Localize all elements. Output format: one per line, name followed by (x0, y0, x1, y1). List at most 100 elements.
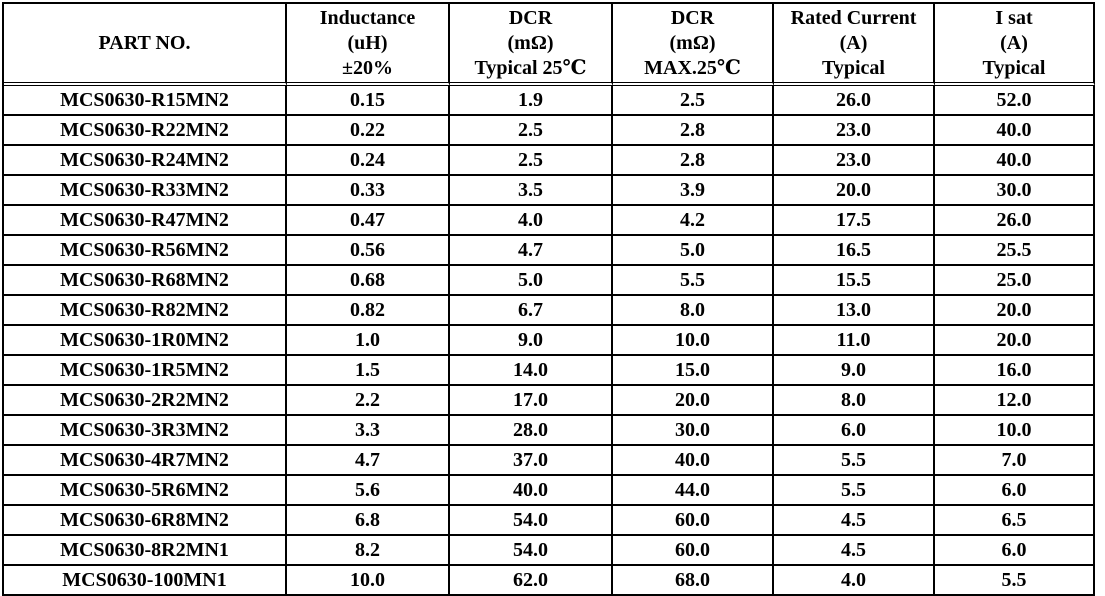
cell-part-no: MCS0630-R47MN2 (4, 206, 287, 236)
cell-dcr-typical: 6.7 (450, 296, 613, 326)
header-line: DCR (508, 6, 553, 29)
cell-rated-current: 15.5 (774, 266, 935, 296)
cell-dcr-max: 8.0 (613, 296, 774, 326)
cell-isat: 40.0 (935, 146, 1095, 176)
cell-isat: 25.5 (935, 236, 1095, 266)
cell-dcr-max: 5.5 (613, 266, 774, 296)
header-line: Inductance (319, 6, 416, 29)
cell-dcr-max: 20.0 (613, 386, 774, 416)
cell-rated-current: 5.5 (774, 446, 935, 476)
cell-dcr-max: 2.8 (613, 146, 774, 176)
cell-dcr-max: 2.5 (613, 86, 774, 116)
header-part-no: PART NO. (4, 4, 287, 86)
cell-dcr-typical: 9.0 (450, 326, 613, 356)
cell-dcr-typical: 62.0 (450, 566, 613, 596)
cell-inductance: 0.47 (287, 206, 450, 236)
cell-inductance: 0.82 (287, 296, 450, 326)
header-line: Typical (822, 56, 885, 79)
cell-rated-current: 4.0 (774, 566, 935, 596)
header-line: Typical (982, 56, 1046, 79)
header-line: Typical 25℃ (474, 56, 587, 79)
table-header: PART NO. Inductance (uH) ±20% DCR (mΩ) T… (4, 4, 1095, 86)
table-row: MCS0630-R33MN2 0.33 3.5 3.9 20.0 30.0 (4, 176, 1095, 206)
cell-part-no: MCS0630-3R3MN2 (4, 416, 287, 446)
cell-isat: 6.0 (935, 536, 1095, 566)
cell-part-no: MCS0630-R15MN2 (4, 86, 287, 116)
cell-rated-current: 5.5 (774, 476, 935, 506)
table-body: MCS0630-R15MN2 0.15 1.9 2.5 26.0 52.0 MCS0630-… (4, 86, 1095, 596)
table-row: MCS0630-6R8MN2 6.8 54.0 60.0 4.5 6.5 (4, 506, 1095, 536)
header-line: (mΩ) (669, 31, 716, 54)
cell-dcr-typical: 37.0 (450, 446, 613, 476)
cell-inductance: 1.5 (287, 356, 450, 386)
header-line: MAX.25℃ (644, 56, 741, 79)
header-line: (mΩ) (507, 31, 554, 54)
cell-part-no: MCS0630-1R0MN2 (4, 326, 287, 356)
table-row: MCS0630-R15MN2 0.15 1.9 2.5 26.0 52.0 (4, 86, 1095, 116)
cell-dcr-typical: 2.5 (450, 116, 613, 146)
cell-part-no: MCS0630-1R5MN2 (4, 356, 287, 386)
cell-inductance: 10.0 (287, 566, 450, 596)
cell-isat: 6.0 (935, 476, 1095, 506)
cell-inductance: 1.0 (287, 326, 450, 356)
cell-dcr-typical: 5.0 (450, 266, 613, 296)
cell-part-no: MCS0630-2R2MN2 (4, 386, 287, 416)
header-rated-current: Rated Current (A) Typical (774, 4, 935, 86)
cell-inductance: 3.3 (287, 416, 450, 446)
cell-part-no: MCS0630-100MN1 (4, 566, 287, 596)
cell-isat: 26.0 (935, 206, 1095, 236)
cell-dcr-max: 30.0 (613, 416, 774, 446)
cell-inductance: 0.33 (287, 176, 450, 206)
table-row: MCS0630-1R0MN2 1.0 9.0 10.0 11.0 20.0 (4, 326, 1095, 356)
table-row: MCS0630-R24MN2 0.24 2.5 2.8 23.0 40.0 (4, 146, 1095, 176)
cell-dcr-max: 60.0 (613, 536, 774, 566)
header-line: DCR (670, 6, 715, 29)
cell-dcr-typical: 4.0 (450, 206, 613, 236)
cell-isat: 6.5 (935, 506, 1095, 536)
header-line: Rated Current (790, 6, 917, 29)
cell-part-no: MCS0630-5R6MN2 (4, 476, 287, 506)
cell-rated-current: 16.5 (774, 236, 935, 266)
table-row: MCS0630-100MN1 10.0 62.0 68.0 4.0 5.5 (4, 566, 1095, 596)
cell-isat: 52.0 (935, 86, 1095, 116)
cell-dcr-typical: 17.0 (450, 386, 613, 416)
cell-dcr-typical: 4.7 (450, 236, 613, 266)
header-line: PART NO. (98, 31, 191, 54)
cell-dcr-max: 5.0 (613, 236, 774, 266)
cell-part-no: MCS0630-R24MN2 (4, 146, 287, 176)
header-line: (A) (1000, 31, 1028, 54)
cell-part-no: MCS0630-6R8MN2 (4, 506, 287, 536)
table-row: MCS0630-R22MN2 0.22 2.5 2.8 23.0 40.0 (4, 116, 1095, 146)
table-row: MCS0630-R56MN2 0.56 4.7 5.0 16.5 25.5 (4, 236, 1095, 266)
cell-rated-current: 8.0 (774, 386, 935, 416)
table-row: MCS0630-3R3MN2 3.3 28.0 30.0 6.0 10.0 (4, 416, 1095, 446)
cell-isat: 16.0 (935, 356, 1095, 386)
cell-dcr-typical: 2.5 (450, 146, 613, 176)
cell-rated-current: 20.0 (774, 176, 935, 206)
cell-rated-current: 23.0 (774, 116, 935, 146)
cell-isat: 10.0 (935, 416, 1095, 446)
header-dcr-typical: DCR (mΩ) Typical 25℃ (450, 4, 613, 86)
cell-rated-current: 17.5 (774, 206, 935, 236)
cell-inductance: 0.24 (287, 146, 450, 176)
cell-inductance: 0.56 (287, 236, 450, 266)
cell-isat: 7.0 (935, 446, 1095, 476)
cell-dcr-typical: 54.0 (450, 536, 613, 566)
cell-inductance: 6.8 (287, 506, 450, 536)
cell-rated-current: 9.0 (774, 356, 935, 386)
table-row: MCS0630-R82MN2 0.82 6.7 8.0 13.0 20.0 (4, 296, 1095, 326)
header-row: PART NO. Inductance (uH) ±20% DCR (mΩ) T… (4, 4, 1095, 86)
cell-rated-current: 4.5 (774, 536, 935, 566)
cell-dcr-typical: 28.0 (450, 416, 613, 446)
cell-dcr-typical: 40.0 (450, 476, 613, 506)
table-row: MCS0630-R68MN2 0.68 5.0 5.5 15.5 25.0 (4, 266, 1095, 296)
cell-isat: 40.0 (935, 116, 1095, 146)
cell-isat: 20.0 (935, 326, 1095, 356)
cell-inductance: 8.2 (287, 536, 450, 566)
cell-isat: 12.0 (935, 386, 1095, 416)
table-row: MCS0630-2R2MN2 2.2 17.0 20.0 8.0 12.0 (4, 386, 1095, 416)
cell-rated-current: 11.0 (774, 326, 935, 356)
cell-part-no: MCS0630-R82MN2 (4, 296, 287, 326)
header-line: ±20% (342, 56, 393, 79)
